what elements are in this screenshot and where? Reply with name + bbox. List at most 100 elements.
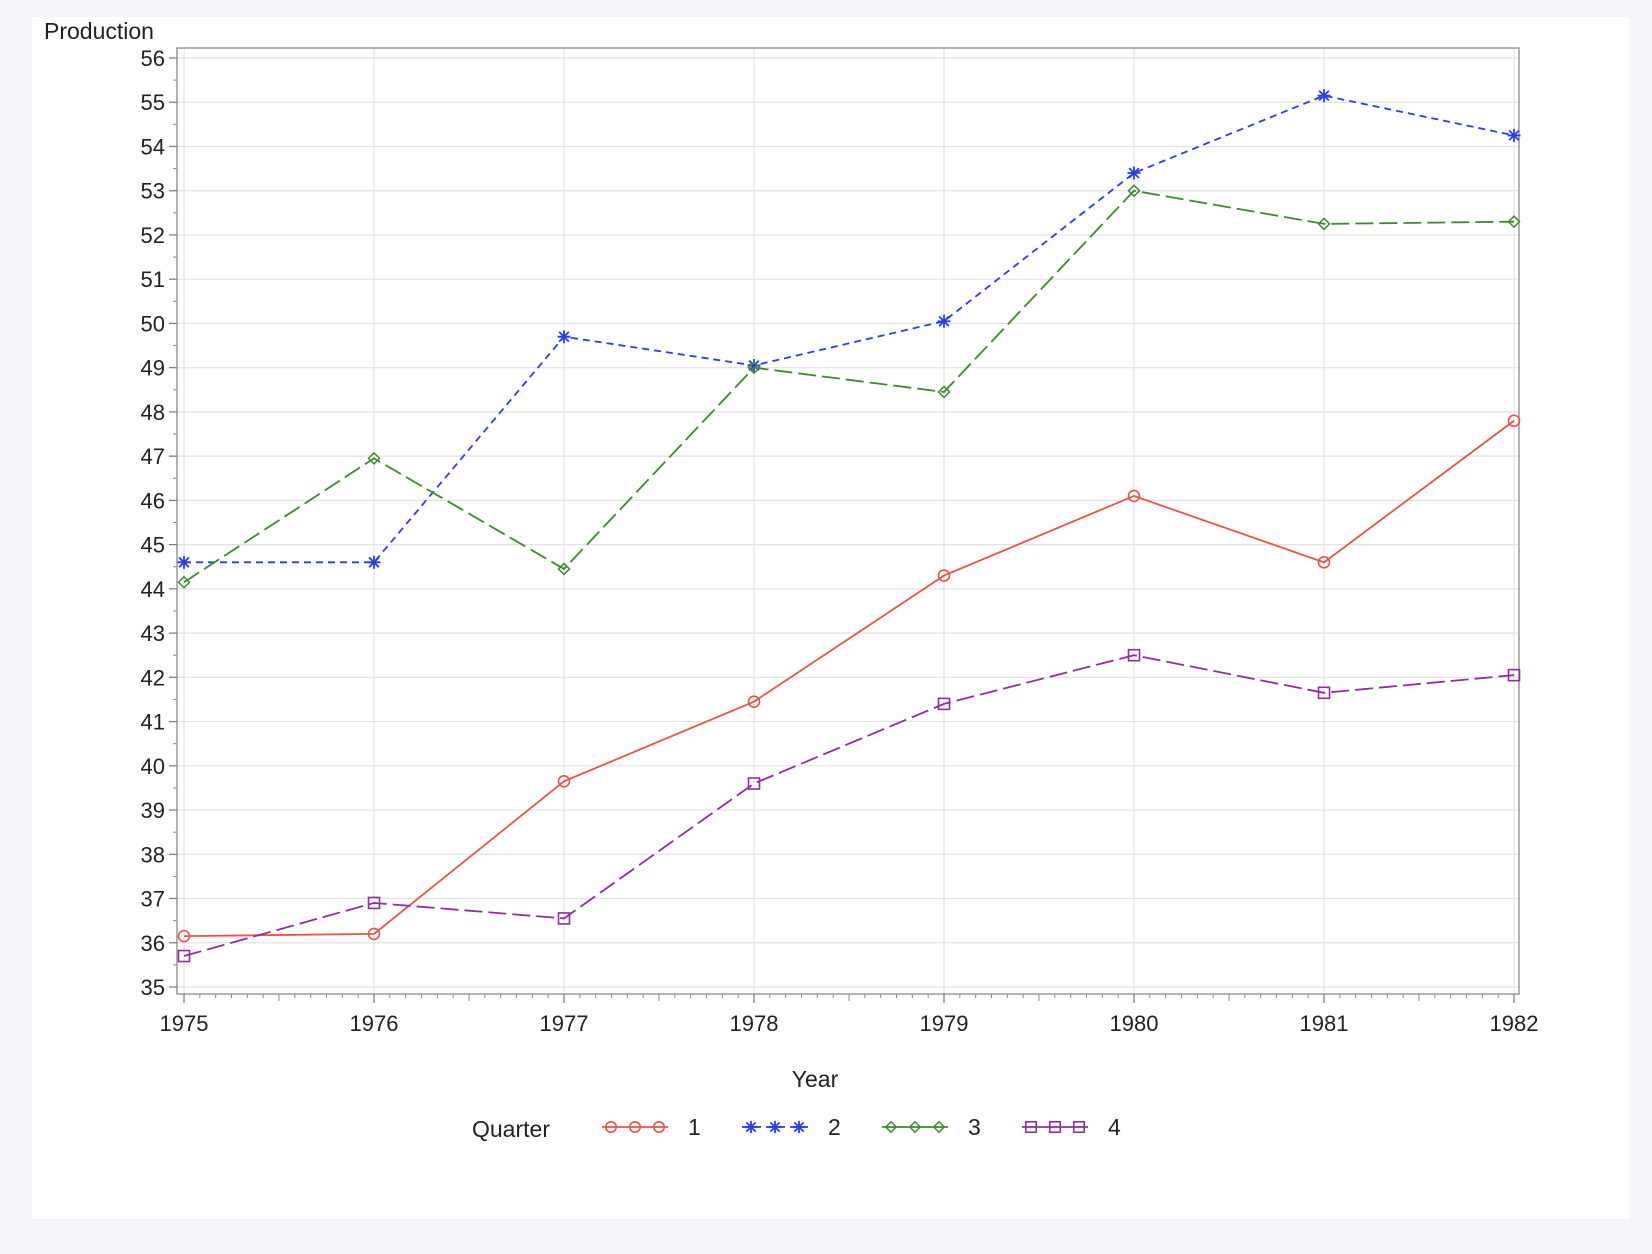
y-tick-label: 54 (141, 134, 165, 159)
data-point (884, 1120, 898, 1134)
x-tick-label: 1981 (1300, 1011, 1349, 1036)
y-tick-label: 40 (141, 754, 165, 779)
data-point (367, 896, 381, 910)
legend-title: Quarter (472, 1116, 550, 1142)
data-point (747, 695, 761, 708)
legend-label: 2 (828, 1114, 841, 1140)
data-point (1127, 166, 1141, 180)
x-tick-label: 1975 (160, 1011, 209, 1036)
series-4 (177, 648, 1521, 963)
y-tick-label: 53 (141, 179, 165, 204)
legend-label: 1 (688, 1114, 701, 1140)
data-point (367, 451, 381, 465)
data-point (604, 1120, 618, 1134)
data-point (937, 569, 951, 582)
x-tick-label: 1979 (920, 1011, 969, 1036)
y-tick-label: 41 (141, 710, 165, 735)
x-tick-label: 1977 (540, 1011, 589, 1036)
legend-label: 4 (1108, 1114, 1121, 1140)
data-point (937, 314, 951, 328)
data-point (1317, 686, 1331, 700)
legend-item-1: 1 (602, 1114, 701, 1140)
legend-item-4: 4 (1022, 1114, 1121, 1140)
x-axis-label: Year (792, 1066, 839, 1092)
data-point (1507, 215, 1521, 229)
data-point (177, 575, 191, 589)
y-tick-label: 44 (141, 577, 165, 602)
legend-item-2: 2 (742, 1114, 841, 1140)
y-tick-label: 35 (141, 975, 165, 1000)
data-point (177, 929, 191, 943)
data-point (792, 1120, 806, 1134)
data-point (1317, 556, 1331, 569)
y-tick-label: 47 (141, 444, 165, 469)
y-tick-label: 48 (141, 400, 165, 425)
y-axis-label: Production (44, 18, 154, 44)
x-tick-label: 1982 (1490, 1011, 1539, 1036)
data-point (557, 912, 571, 925)
data-point (937, 697, 951, 711)
series-1 (177, 414, 1521, 943)
legend-label: 3 (968, 1114, 981, 1140)
y-tick-label: 42 (141, 665, 165, 690)
data-point (1127, 489, 1141, 503)
data-point (557, 562, 571, 576)
series-line (183, 654, 1515, 957)
data-point (1048, 1120, 1062, 1134)
y-tick-label: 39 (141, 798, 165, 823)
series-line (183, 189, 1515, 583)
data-point (1507, 414, 1521, 428)
data-point (1024, 1120, 1038, 1134)
y-tick-label: 37 (141, 887, 165, 912)
data-point (557, 774, 571, 788)
data-point (628, 1120, 642, 1134)
data-point (1127, 648, 1141, 662)
data-point (1317, 217, 1331, 231)
data-point (747, 361, 761, 375)
x-tick-label: 1980 (1110, 1011, 1159, 1036)
y-tick-label: 49 (141, 356, 165, 381)
data-point (177, 555, 191, 569)
y-tick-label: 52 (141, 223, 165, 248)
data-point (744, 1120, 758, 1134)
data-point (932, 1120, 946, 1134)
y-tick-label: 45 (141, 533, 165, 558)
grid-lines (177, 48, 1519, 994)
x-tick-label: 1976 (350, 1011, 399, 1036)
legend-item-3: 3 (882, 1114, 981, 1140)
data-point (747, 358, 761, 372)
data-point (768, 1120, 782, 1134)
line-chart: 3536373839404142434445464748495051525354… (44, 18, 1539, 1142)
data-point (367, 555, 381, 569)
series-3 (177, 184, 1521, 589)
y-tick-label: 46 (141, 488, 165, 513)
series-line (183, 420, 1515, 938)
data-point (747, 777, 761, 790)
y-tick-label: 50 (141, 311, 165, 336)
data-point (1507, 128, 1521, 142)
y-tick-label: 36 (141, 931, 165, 956)
data-point (557, 330, 571, 344)
series-line (184, 94, 1515, 564)
y-tick-label: 38 (141, 842, 165, 867)
data-point (1507, 668, 1521, 682)
y-tick-label: 56 (141, 46, 165, 71)
plot-border (176, 47, 1520, 995)
series-2 (177, 89, 1521, 569)
x-axis: 1975 1976 1977 1978 1979 1980 1981 1982 (160, 994, 1539, 1036)
data-point (1072, 1120, 1086, 1134)
data-point (1317, 89, 1331, 103)
x-tick-label: 1978 (730, 1011, 779, 1036)
legend: Quarter 1 2 3 4 (472, 1114, 1121, 1142)
data-point (652, 1120, 666, 1134)
y-tick-label: 51 (141, 267, 165, 292)
data-point (937, 385, 951, 399)
data-point (177, 949, 191, 963)
data-point (1127, 184, 1141, 198)
data-point (908, 1120, 922, 1134)
y-tick-label: 55 (141, 90, 165, 115)
chart-frame: 35 36 37 38 39 40 41 42 43 44 45 46 47 48 49 50 51 52 53 54… (32, 17, 1630, 1219)
data-point (367, 927, 381, 941)
y-tick-label: 43 (141, 621, 165, 646)
y-axis: 35 36 37 38 39 40 41 42 43 44 45 46 47 48 49 50 51 52 53 54… (141, 46, 177, 1000)
